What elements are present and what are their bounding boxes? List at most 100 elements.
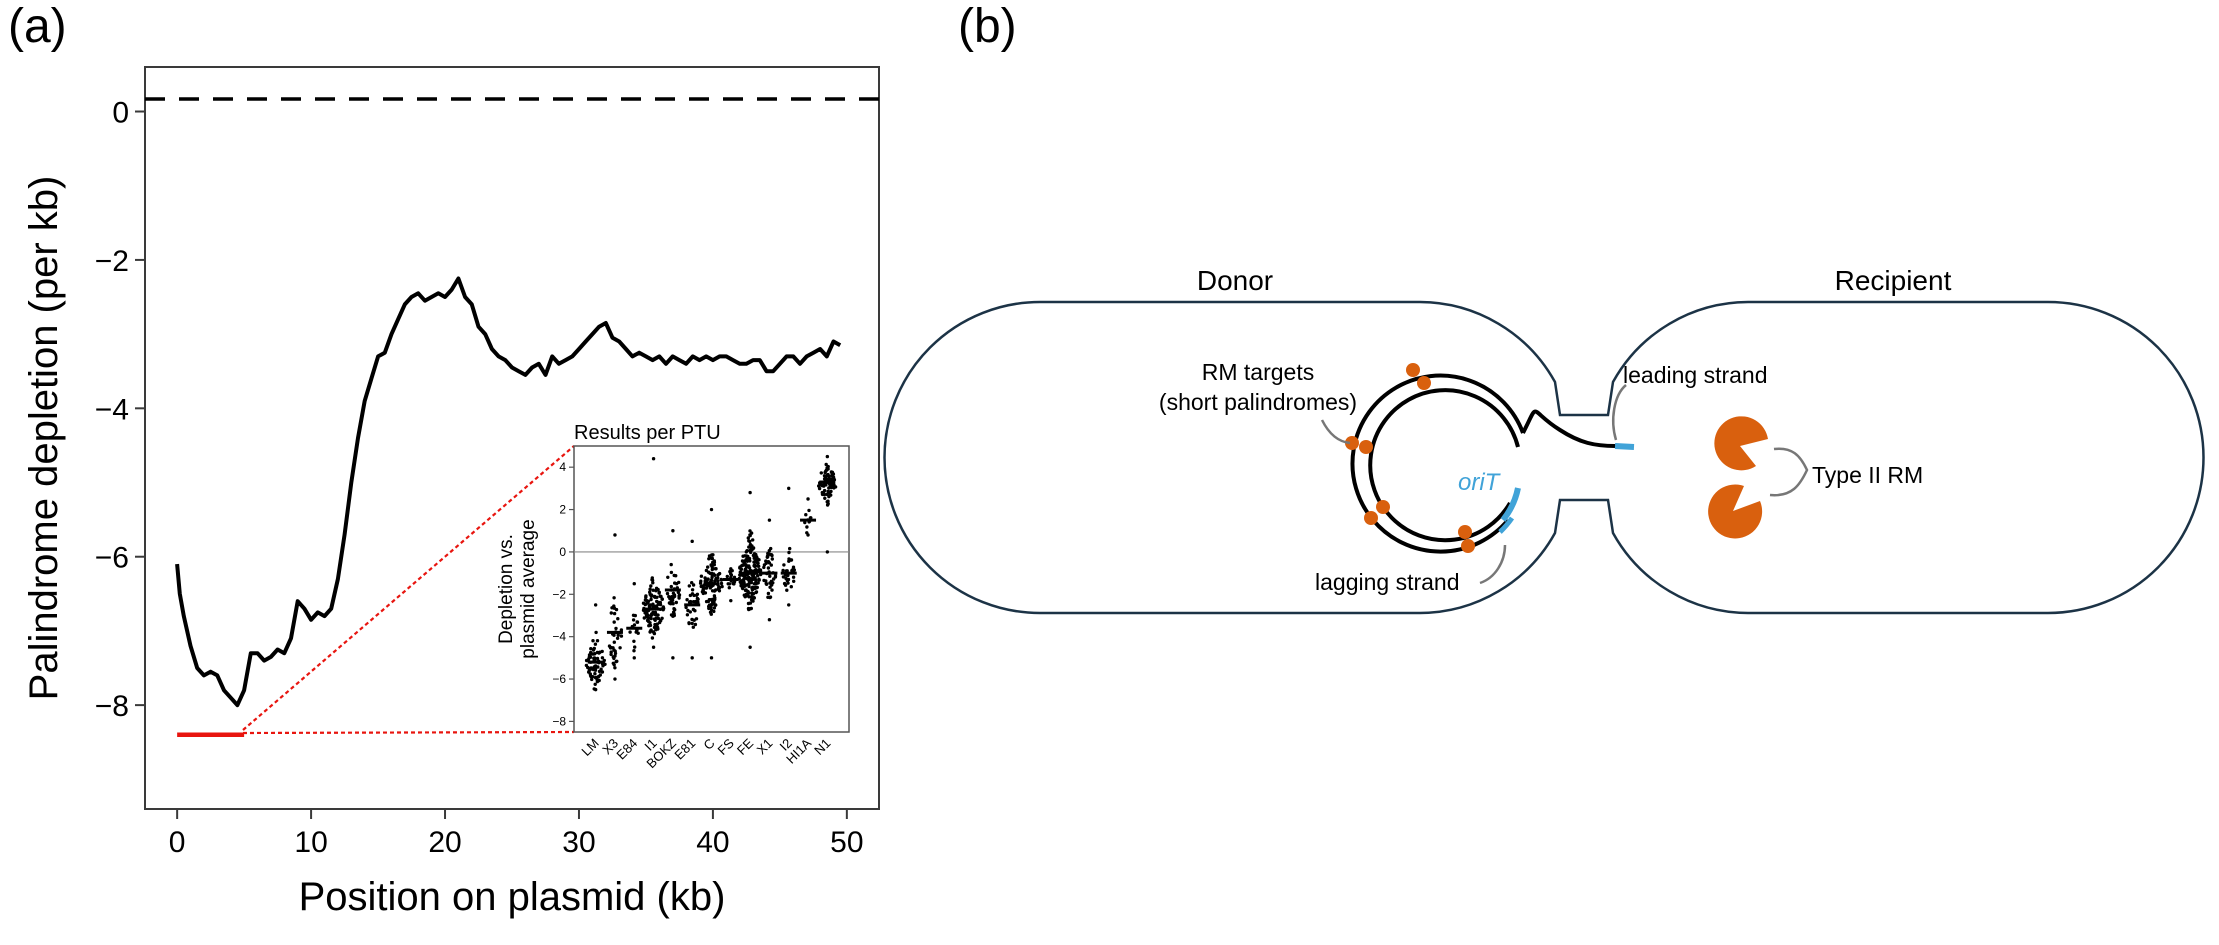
inset-point xyxy=(756,574,760,578)
inset-point xyxy=(807,508,811,513)
inset-point xyxy=(702,586,706,590)
inset-point xyxy=(642,616,646,620)
inset-point xyxy=(632,649,636,653)
inset-point xyxy=(770,557,774,561)
inset-category-label: E81 xyxy=(671,736,698,763)
inset-point xyxy=(709,656,714,660)
inset-point xyxy=(742,560,746,564)
inset-point xyxy=(674,600,678,605)
inset-point xyxy=(669,584,673,589)
inset-point xyxy=(791,565,796,569)
zoom-connector-bottom xyxy=(242,730,575,735)
inset-point xyxy=(595,639,600,643)
inset-point xyxy=(772,577,776,581)
inset-point xyxy=(828,484,833,488)
inset-point xyxy=(710,567,714,572)
inset-point xyxy=(609,611,613,615)
inset-y-tick-label: 0 xyxy=(559,545,566,559)
inset-point xyxy=(649,584,653,588)
inset-point xyxy=(746,536,750,540)
x-tick-label: 10 xyxy=(294,826,327,859)
inset-point xyxy=(754,558,758,562)
inset-point xyxy=(785,588,789,592)
inset-medians xyxy=(587,480,836,664)
inset-point xyxy=(768,574,772,578)
inset-point xyxy=(691,600,696,604)
inset-point xyxy=(770,583,774,587)
inset-point xyxy=(742,580,746,584)
inset-point xyxy=(600,656,605,660)
inset-point xyxy=(688,610,692,614)
inset-point xyxy=(688,599,693,604)
inset-point xyxy=(619,634,624,638)
inset-point xyxy=(672,573,676,578)
inset-point xyxy=(768,595,773,599)
inset-point xyxy=(762,578,766,583)
inset-point xyxy=(593,687,598,692)
oriT-label: oriT xyxy=(1458,469,1502,496)
inset-point xyxy=(690,539,694,544)
lagging-strand-callout xyxy=(1479,544,1507,585)
inset-point xyxy=(714,567,718,571)
inset-point xyxy=(707,557,711,561)
inset-point xyxy=(695,596,700,601)
inset-point xyxy=(612,663,616,667)
panel-b-label: (b) xyxy=(958,0,1017,53)
inset-point xyxy=(792,579,796,583)
inset-category-label: C xyxy=(700,736,717,753)
inset-point xyxy=(711,602,715,606)
inset-point xyxy=(712,594,717,598)
inset-category-label: E84 xyxy=(613,736,640,763)
inset-y-axis-ticks: 4 2 0 −2 −4 −6 −8 xyxy=(552,460,574,728)
inset-point xyxy=(745,549,749,553)
inset-point xyxy=(612,611,617,616)
inset-point xyxy=(751,538,755,542)
inset-point xyxy=(765,554,770,558)
inset-point xyxy=(710,597,715,601)
inset-y-label-line2: plasmid average xyxy=(518,519,539,658)
type2-rm-label: Type II RM xyxy=(1812,462,1923,488)
inset-point xyxy=(631,613,636,617)
inset-point xyxy=(769,553,774,557)
x-tick-label: 50 xyxy=(830,826,863,859)
inset-point xyxy=(704,568,709,573)
inset-point xyxy=(671,529,675,533)
inset-point xyxy=(610,606,614,610)
transfer-strand-tip xyxy=(1614,443,1635,450)
inset-point xyxy=(633,645,637,649)
inset-point xyxy=(612,596,616,600)
inset-point xyxy=(716,587,721,591)
inset-point xyxy=(656,627,660,631)
inset-point xyxy=(657,590,661,594)
inset-point xyxy=(744,565,749,569)
inset-point xyxy=(587,653,592,657)
inset-point xyxy=(828,477,833,482)
inset-point xyxy=(746,582,751,586)
inset-point xyxy=(766,551,770,556)
inset-point xyxy=(634,630,638,634)
inset-point xyxy=(789,558,794,562)
inset-point xyxy=(762,565,766,570)
inset-point xyxy=(614,626,618,631)
inset-point xyxy=(584,663,589,668)
inset-point xyxy=(649,594,653,598)
inset-point xyxy=(651,581,655,585)
inset-y-label-line1: Depletion vs. xyxy=(496,534,517,644)
inset-point xyxy=(649,597,653,602)
x-tick-label: 20 xyxy=(428,826,461,859)
inset-point xyxy=(789,585,793,589)
inset-point xyxy=(791,575,796,579)
inset-point xyxy=(792,568,796,572)
inset-point xyxy=(757,564,761,568)
inset-point xyxy=(685,598,689,602)
inset-point xyxy=(696,600,700,604)
inset-point xyxy=(712,589,717,593)
inset-point xyxy=(609,650,613,654)
inset-point xyxy=(615,636,620,640)
inset-point xyxy=(752,563,757,567)
rm-target-dot xyxy=(1417,376,1431,390)
inset-point xyxy=(690,617,694,622)
y-tick-label: −2 xyxy=(95,245,129,278)
inset-point xyxy=(738,573,743,577)
